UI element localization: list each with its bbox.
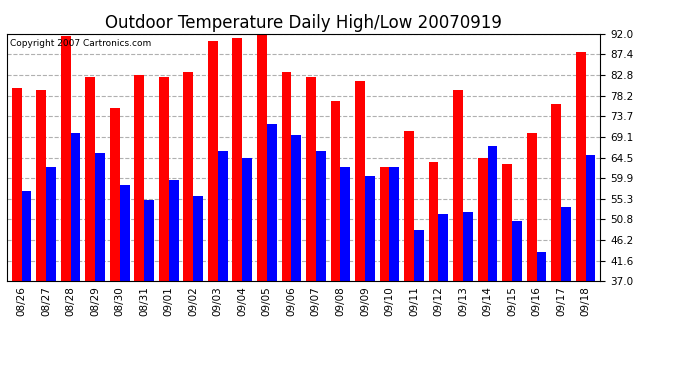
Bar (414, 230, 424, 281)
Bar (233, 38, 242, 281)
Bar (21, 191, 32, 281)
Bar (316, 151, 326, 281)
Bar (404, 130, 414, 281)
Bar (119, 184, 130, 281)
Bar (438, 214, 449, 281)
Bar (575, 52, 586, 281)
Bar (242, 158, 252, 281)
Bar (291, 135, 301, 281)
Bar (537, 252, 546, 281)
Bar (257, 34, 267, 281)
Bar (159, 76, 169, 281)
Bar (169, 180, 179, 281)
Bar (267, 124, 277, 281)
Bar (488, 146, 497, 281)
Bar (144, 200, 154, 281)
Bar (12, 88, 21, 281)
Bar (135, 75, 144, 281)
Bar (340, 166, 351, 281)
Bar (355, 81, 365, 281)
Bar (380, 166, 389, 281)
Bar (282, 72, 291, 281)
Bar (526, 133, 537, 281)
Bar (208, 40, 218, 281)
Title: Outdoor Temperature Daily High/Low 20070919: Outdoor Temperature Daily High/Low 20070… (105, 14, 502, 32)
Bar (70, 133, 81, 281)
Bar (453, 90, 463, 281)
Bar (46, 166, 56, 281)
Bar (389, 166, 400, 281)
Bar (306, 76, 316, 281)
Text: Copyright 2007 Cartronics.com: Copyright 2007 Cartronics.com (10, 39, 151, 48)
Bar (95, 153, 105, 281)
Bar (502, 164, 512, 281)
Bar (586, 155, 595, 281)
Bar (110, 108, 119, 281)
Bar (551, 104, 561, 281)
Bar (365, 176, 375, 281)
Bar (184, 72, 193, 281)
Bar (512, 220, 522, 281)
Bar (218, 151, 228, 281)
Bar (477, 158, 488, 281)
Bar (193, 196, 203, 281)
Bar (86, 76, 95, 281)
Bar (61, 36, 70, 281)
Bar (37, 90, 46, 281)
Bar (331, 101, 340, 281)
Bar (463, 211, 473, 281)
Bar (561, 207, 571, 281)
Bar (428, 162, 438, 281)
